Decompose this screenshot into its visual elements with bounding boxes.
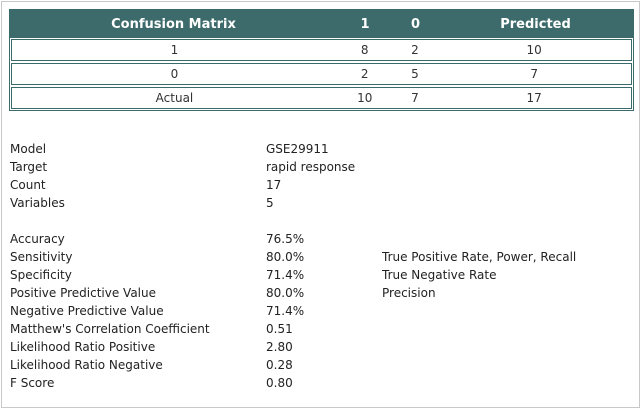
info-row-variables: Variables 5 <box>10 194 635 212</box>
confusion-matrix-table: Confusion Matrix 1 0 Predicted 1 8 2 1 0 … <box>9 9 634 111</box>
info-label: Target <box>10 160 48 174</box>
metric-row-specificity: Specificity 71.4% True Negative Rate <box>10 266 635 284</box>
matrix-title: Confusion Matrix <box>111 16 236 32</box>
metric-label: Matthew's Correlation Coefficient <box>10 322 210 336</box>
metric-label: Specificity <box>10 268 72 282</box>
cell-false-negative: 2 <box>411 43 419 57</box>
section-spacer <box>10 212 635 230</box>
metric-row-lr-negative: Likelihood Ratio Negative 0.28 <box>10 356 635 374</box>
matrix-body: 1 8 2 10 0 2 5 7 Actual 10 7 17 <box>10 38 633 110</box>
metric-row-f-score: F Score 0.80 <box>10 374 635 392</box>
info-value: rapid response <box>266 160 356 174</box>
metric-label: Positive Predictive Value <box>10 286 156 300</box>
metric-value: 71.4% <box>266 268 305 282</box>
info-value: 17 <box>266 178 282 192</box>
metric-label: Sensitivity <box>10 250 73 264</box>
cell-row-total: 7 <box>530 67 538 81</box>
metric-value: 80.0% <box>266 286 305 300</box>
info-value: 5 <box>266 196 274 210</box>
metric-row-lr-positive: Likelihood Ratio Positive 2.80 <box>10 338 635 356</box>
metric-description: True Negative Rate <box>382 268 497 282</box>
metric-description: True Positive Rate, Power, Recall <box>382 250 577 264</box>
info-row-count: Count 17 <box>10 176 635 194</box>
info-row-target: Target rapid response <box>10 158 635 176</box>
matrix-row-actual-total: Actual 10 7 17 <box>11 87 632 109</box>
metric-row-ppv: Positive Predictive Value 80.0% Precisio… <box>10 284 635 302</box>
cell-grand-total: 17 <box>526 91 542 105</box>
statistics-list: Model GSE29911 Target rapid response Cou… <box>10 140 635 392</box>
metric-row-mcc: Matthew's Correlation Coefficient 0.51 <box>10 320 635 338</box>
metric-label: Likelihood Ratio Positive <box>10 340 156 354</box>
metric-value: 71.4% <box>266 304 305 318</box>
metric-value: 80.0% <box>266 250 305 264</box>
cell-row-total: 10 <box>526 43 542 57</box>
predicted-1-header: 1 <box>360 16 370 32</box>
metric-row-accuracy: Accuracy 76.5% <box>10 230 635 248</box>
metric-label: Accuracy <box>10 232 65 246</box>
cell-column-total: 7 <box>411 91 419 105</box>
metric-row-sensitivity: Sensitivity 80.0% True Positive Rate, Po… <box>10 248 635 266</box>
row-label: 1 <box>170 43 179 57</box>
row-label: 0 <box>170 67 179 81</box>
cell-true-positive: 8 <box>360 43 369 57</box>
metric-row-npv: Negative Predictive Value 71.4% <box>10 302 635 320</box>
predicted-0-header: 0 <box>410 16 421 32</box>
info-value: GSE29911 <box>266 142 329 156</box>
info-label: Variables <box>10 196 65 210</box>
metric-description: Precision <box>382 286 436 300</box>
info-label: Count <box>10 178 46 192</box>
metric-value: 0.28 <box>266 358 293 372</box>
metric-value: 76.5% <box>266 232 305 246</box>
metric-value: 2.80 <box>266 340 293 354</box>
cell-true-negative: 5 <box>411 67 419 81</box>
matrix-row-actual-0: 0 2 5 7 <box>11 63 632 85</box>
metric-label: Negative Predictive Value <box>10 304 164 318</box>
cell-column-total: 10 <box>357 91 373 105</box>
row-label: Actual <box>155 91 194 105</box>
matrix-header-row: Confusion Matrix 1 0 Predicted <box>10 10 633 38</box>
cell-false-positive: 2 <box>360 67 369 81</box>
metric-label: F Score <box>10 376 55 390</box>
predicted-total-header: Predicted <box>500 16 571 32</box>
info-label: Model <box>10 142 47 156</box>
metric-label: Likelihood Ratio Negative <box>10 358 163 372</box>
metric-value: 0.80 <box>266 376 293 390</box>
metric-value: 0.51 <box>266 322 293 336</box>
matrix-row-actual-1: 1 8 2 10 <box>11 39 632 61</box>
info-row-model: Model GSE29911 <box>10 140 635 158</box>
